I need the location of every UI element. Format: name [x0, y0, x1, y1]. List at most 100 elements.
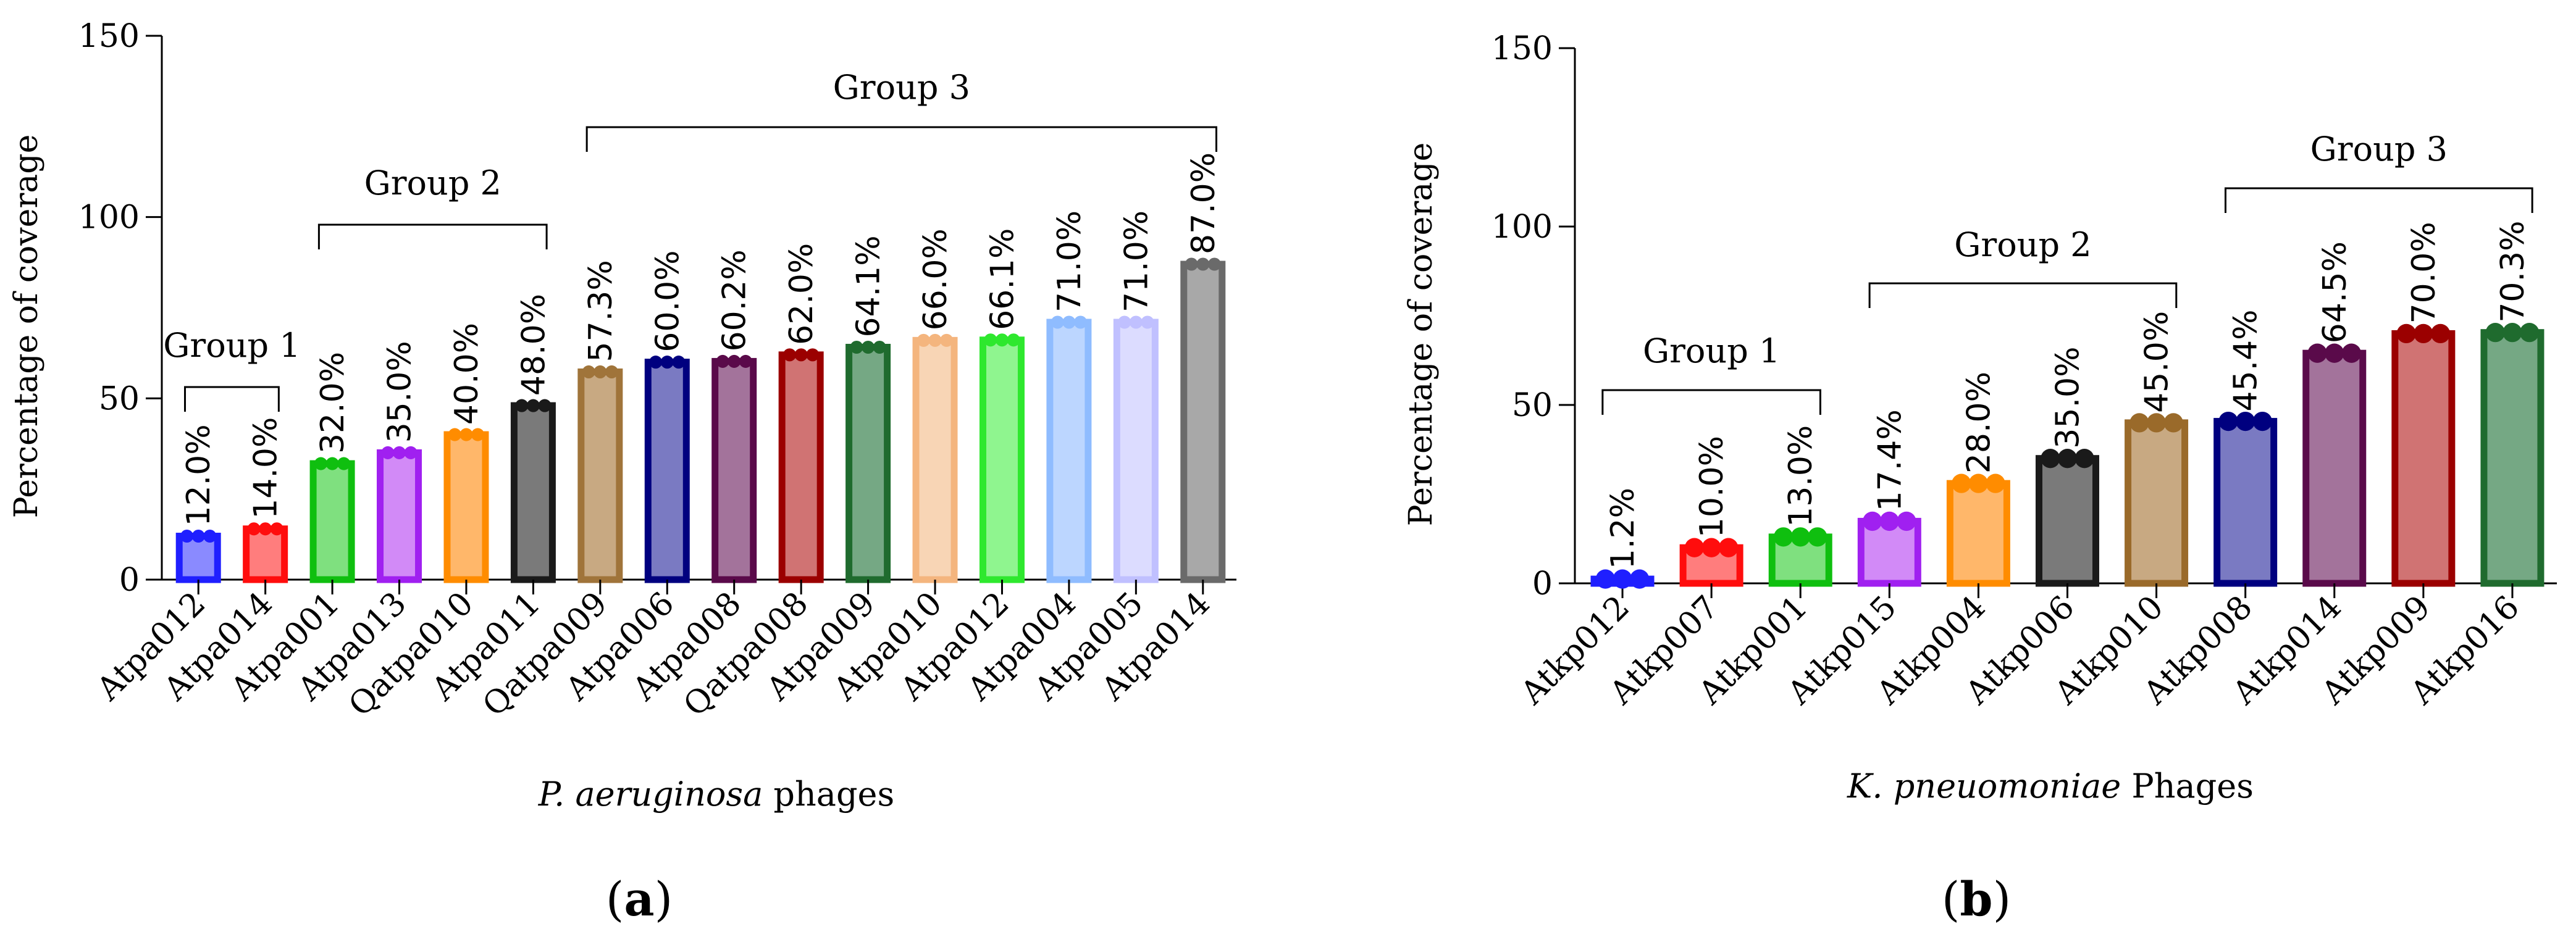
- panel-b-bar-4-point-3: [1897, 511, 1916, 531]
- panel-a-bar-16-point-1: [1185, 257, 1198, 271]
- panel-a-value-label-1: 12.0%: [180, 424, 217, 526]
- panel-a-bar-6-point-2: [526, 399, 540, 412]
- panel-a-x-axis-label: P. aeruginosa phages: [538, 775, 894, 814]
- panel-a-bar-9-point-1: [716, 354, 729, 368]
- panel-a-bar-1-point-3: [203, 529, 217, 543]
- panel-b-bar-1-point-3: [1630, 569, 1650, 589]
- panel-a-bar-7-point-2: [594, 365, 607, 378]
- panel-a-group-bracket-2: [317, 223, 548, 249]
- panel-b-bar-7: [2125, 419, 2189, 587]
- panel-b-value-label-6: 35.0%: [2050, 346, 2087, 448]
- panel-b-bar-8-point-3: [2252, 411, 2272, 431]
- panel-b-y-tick-label: 100: [1491, 209, 1553, 246]
- panel-a-bar-5: [443, 431, 489, 583]
- panel-a-panel-label: (a): [606, 872, 673, 927]
- panel-b-group-label-2: Group 2: [1954, 225, 2091, 264]
- panel-a-bar-13-point-3: [1007, 333, 1020, 347]
- panel-b-group-bracket-3: [2224, 187, 2533, 213]
- panel-a-y-tick-label: 150: [78, 18, 140, 55]
- panel-b-bar-7-point-3: [2163, 413, 2183, 433]
- panel-b-value-label-11: 70.3%: [2494, 220, 2532, 322]
- panel-a-bar-10: [778, 351, 824, 583]
- panel-a-value-label-10: 62.0%: [783, 243, 820, 345]
- panel-a-bar-15-point-2: [1129, 315, 1143, 329]
- panel-b-bar-4-point-1: [1863, 511, 1882, 531]
- panel-b-bar-10-point-1: [2396, 323, 2416, 344]
- panel-b-bar-8-point-1: [2218, 411, 2238, 431]
- panel-a-bar-3-point-3: [337, 457, 351, 470]
- panel-b-value-label-3: 13.0%: [1782, 425, 1819, 527]
- panel-a-value-label-9: 60.2%: [716, 249, 753, 351]
- panel-b-bar-1-point-2: [1613, 569, 1632, 589]
- panel-a-bar-13-point-2: [995, 333, 1009, 347]
- panel-a-bar-9-point-2: [728, 354, 741, 368]
- panel-a-bar-3: [309, 460, 355, 583]
- panel-b-group-bracket-2: [1868, 282, 2178, 308]
- panel-b-value-label-8: 45.4%: [2228, 309, 2265, 411]
- panel-a-y-axis-label: Percentage of coverage: [8, 135, 45, 519]
- panel-b-bar-10-point-3: [2430, 323, 2451, 344]
- panel-b-bar-5: [1946, 480, 2010, 587]
- panel-a-bar-7: [577, 368, 623, 583]
- panel-b-bar-7-point-2: [2146, 413, 2167, 433]
- panel-a-bar-3-point-1: [314, 457, 328, 470]
- panel-a-bar-13: [979, 336, 1025, 583]
- panel-a-bar-14-point-3: [1073, 315, 1088, 329]
- panel-b-value-label-7: 45.0%: [2139, 311, 2176, 413]
- panel-b-group-bracket-1: [1601, 389, 1821, 415]
- panel-a-group-label-1: Group 1: [163, 326, 300, 365]
- panel-a-bar-11: [845, 344, 891, 583]
- panel-a-bar-13-point-1: [984, 333, 997, 347]
- panel-b-bar-9: [2302, 349, 2367, 587]
- panel-a-bar-14-point-1: [1051, 315, 1064, 329]
- panel-b-bar-2-point-1: [1684, 538, 1705, 557]
- panel-b-y-axis-label: Percentage of coverage: [1403, 143, 1440, 527]
- panel-a-bar-5-point-3: [471, 428, 485, 441]
- panel-b-value-label-5: 28.0%: [1960, 372, 1997, 473]
- panel-a-bar-3-point-2: [325, 457, 339, 470]
- panel-a-value-label-6: 48.0%: [515, 294, 552, 396]
- panel-b-bar-9-point-2: [2325, 343, 2344, 363]
- panel-b-bar-5-point-2: [1968, 473, 1989, 493]
- panel-a-bar-2-point-2: [259, 522, 272, 536]
- panel-a-group-bracket-1: [184, 386, 280, 412]
- panel-a-group-label-2: Group 2: [364, 164, 501, 202]
- panel-b-bar-10: [2391, 330, 2456, 587]
- panel-b-bar-11-point-1: [2485, 323, 2505, 343]
- panel-a-bar-9-point-3: [739, 354, 752, 368]
- panel-b-value-label-10: 70.0%: [2406, 222, 2443, 323]
- panel-a-bar-2: [243, 525, 288, 583]
- panel-a-bar-14: [1046, 319, 1092, 583]
- panel-a-bar-12-point-3: [940, 333, 954, 347]
- panel-b-bar-7-point-1: [2129, 413, 2149, 433]
- panel-a-bar-12-point-2: [928, 333, 942, 347]
- panel-a-bar-8-point-2: [660, 356, 674, 369]
- panel-a-y-tick-label: 50: [99, 380, 140, 417]
- panel-a-bar-16-point-2: [1196, 257, 1210, 271]
- panel-a-bar-7-point-3: [605, 365, 618, 378]
- panel-a-bar-10-point-1: [783, 348, 797, 362]
- panel-a-bar-1-point-1: [180, 529, 194, 543]
- panel-a-bar-14-point-2: [1062, 315, 1076, 329]
- panel-b-value-label-4: 17.4%: [1871, 409, 1908, 511]
- panel-a-bar-11-point-2: [862, 340, 875, 354]
- panel-a-bar-8-point-1: [649, 356, 663, 369]
- panel-a-bar-5-point-2: [459, 428, 473, 441]
- panel-b-bar-8-point-2: [2236, 411, 2255, 431]
- panel-a-bar-15-point-3: [1141, 315, 1154, 329]
- panel-a-bar-8-point-3: [672, 356, 686, 369]
- panel-b-bar-3-point-3: [1808, 527, 1827, 547]
- panel-a-value-label-14: 71.0%: [1051, 210, 1088, 312]
- panel-a-bar-1: [175, 533, 221, 583]
- panel-a-bar-16: [1180, 260, 1226, 583]
- panel-a-value-label-16: 87.0%: [1185, 152, 1222, 254]
- panel-a-bar-9: [711, 357, 757, 583]
- panel-b-bar-5-point-1: [1952, 473, 1971, 493]
- panel-b-y-tick-label: 0: [1532, 565, 1553, 602]
- panel-a-group-label-3: Group 3: [833, 68, 970, 107]
- panel-b-bar-6-point-1: [2041, 449, 2060, 469]
- panel-b-bar-6: [2036, 455, 2099, 587]
- panel-b-group-label-1: Group 1: [1643, 331, 1780, 370]
